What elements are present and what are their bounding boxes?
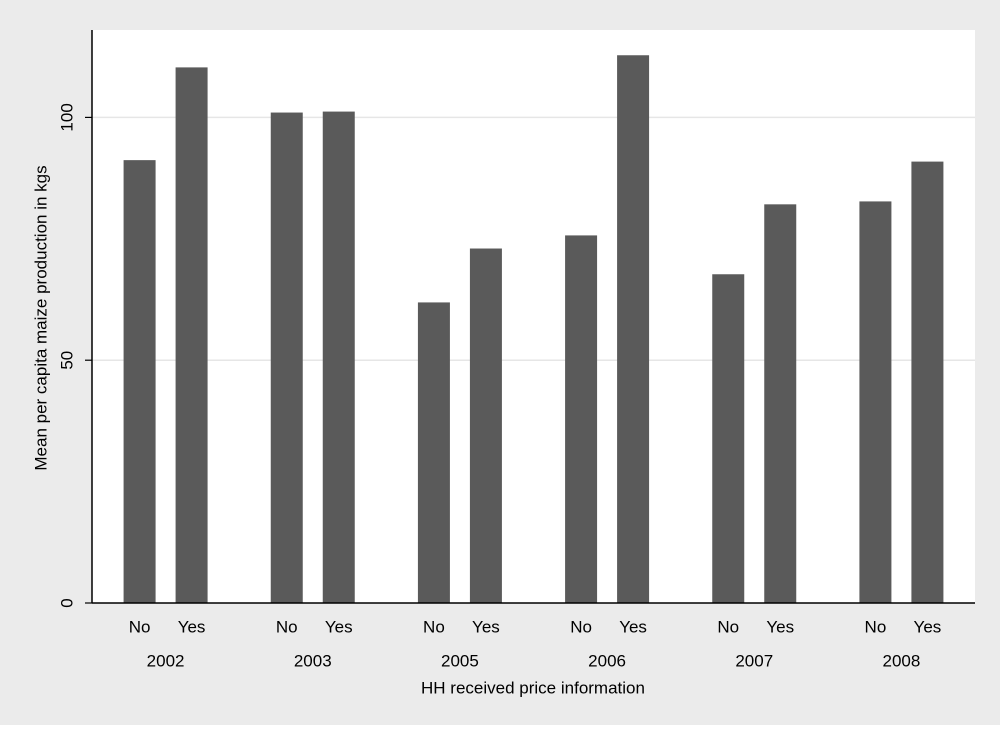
x-group-label: 2002 [147, 651, 185, 670]
x-tick-label: No [423, 617, 445, 636]
bar [764, 204, 797, 603]
x-group-label: 2007 [735, 651, 773, 670]
bar [712, 274, 745, 603]
bar [123, 160, 156, 603]
x-tick-label: Yes [766, 617, 794, 636]
x-tick-label: Yes [914, 617, 942, 636]
x-tick-label: No [570, 617, 592, 636]
x-tick-label: No [865, 617, 887, 636]
y-tick-label: 100 [57, 103, 76, 131]
x-tick-label: Yes [619, 617, 647, 636]
bar [175, 67, 208, 603]
x-tick-label: No [129, 617, 151, 636]
bar [270, 112, 303, 604]
x-group-label: 2006 [588, 651, 626, 670]
bar [417, 302, 450, 603]
y-tick-label: 50 [57, 351, 76, 370]
bar [322, 111, 355, 604]
bar [565, 235, 598, 603]
bar [469, 248, 502, 603]
x-tick-label: Yes [472, 617, 500, 636]
x-axis-title: HH received price information [421, 678, 645, 697]
x-group-label: 2003 [294, 651, 332, 670]
y-tick-label: 0 [57, 598, 76, 607]
x-tick-label: No [276, 617, 298, 636]
x-tick-label: Yes [325, 617, 353, 636]
y-axis-title: Mean per capita maize production in kgs [31, 165, 50, 470]
bar [911, 161, 944, 603]
x-group-label: 2008 [883, 651, 921, 670]
x-tick-label: Yes [178, 617, 206, 636]
x-group-label: 2005 [441, 651, 479, 670]
bar [617, 55, 650, 603]
x-tick-label: No [717, 617, 739, 636]
plot-area [92, 30, 975, 603]
bar [859, 201, 892, 603]
